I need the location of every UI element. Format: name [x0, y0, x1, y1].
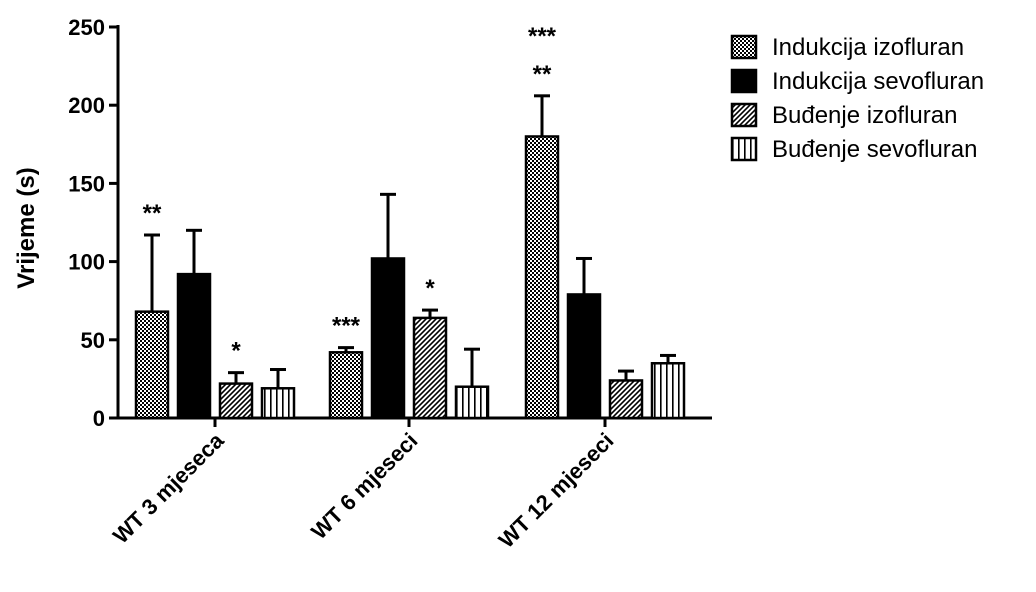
x-category-label: WT 6 mjeseci	[306, 428, 422, 544]
bar-indukcija-sevofluran-0	[176, 272, 212, 420]
significance-marker: **	[143, 200, 162, 227]
y-axis-title: Vrijeme (s)	[13, 167, 40, 288]
y-tick-label: 200	[68, 93, 105, 118]
y-tick-label: 150	[68, 171, 105, 196]
x-category-label: WT 12 mjeseci	[494, 428, 619, 553]
y-tick-label: 100	[68, 250, 105, 275]
legend-label: Indukcija sevofluran	[772, 68, 984, 95]
significance-marker: *	[425, 275, 435, 302]
bar-indukcija-sevofluran-2	[566, 293, 602, 420]
y-tick-label: 250	[68, 15, 105, 40]
legend-swatch	[730, 102, 758, 128]
legend-swatch	[730, 68, 758, 94]
y-tick-label: 0	[93, 406, 105, 431]
bar-indukcija-izofluran-2	[524, 135, 560, 420]
legend: Indukcija izofluran Indukcija sevofluran B…	[730, 34, 984, 163]
bar-bu-enje-sevofluran-1	[454, 385, 490, 420]
significance-marker: *	[231, 338, 241, 365]
bar-bu-enje-izofluran-1	[412, 316, 448, 420]
bar-bu-enje-sevofluran-2	[650, 362, 686, 420]
legend-label: Buđenje izofluran	[772, 102, 957, 129]
significance-marker: ***	[332, 313, 361, 340]
bar-bu-enje-izofluran-2	[608, 379, 644, 420]
legend-swatch	[730, 136, 758, 162]
bar-bu-enje-sevofluran-0	[260, 387, 296, 420]
legend-label: Indukcija izofluran	[772, 34, 964, 61]
x-category-label: WT 3 mjeseca	[108, 427, 229, 548]
significance-marker: **	[533, 61, 552, 88]
bar-indukcija-izofluran-0	[134, 310, 170, 420]
bar-bu-enje-izofluran-0	[218, 382, 254, 420]
significance-marker: ***	[528, 23, 557, 50]
bar-indukcija-izofluran-1	[328, 351, 364, 420]
bar-indukcija-sevofluran-1	[370, 257, 406, 420]
legend-label: Buđenje sevofluran	[772, 136, 977, 163]
legend-swatch	[730, 34, 758, 60]
y-tick-label: 50	[81, 328, 105, 353]
